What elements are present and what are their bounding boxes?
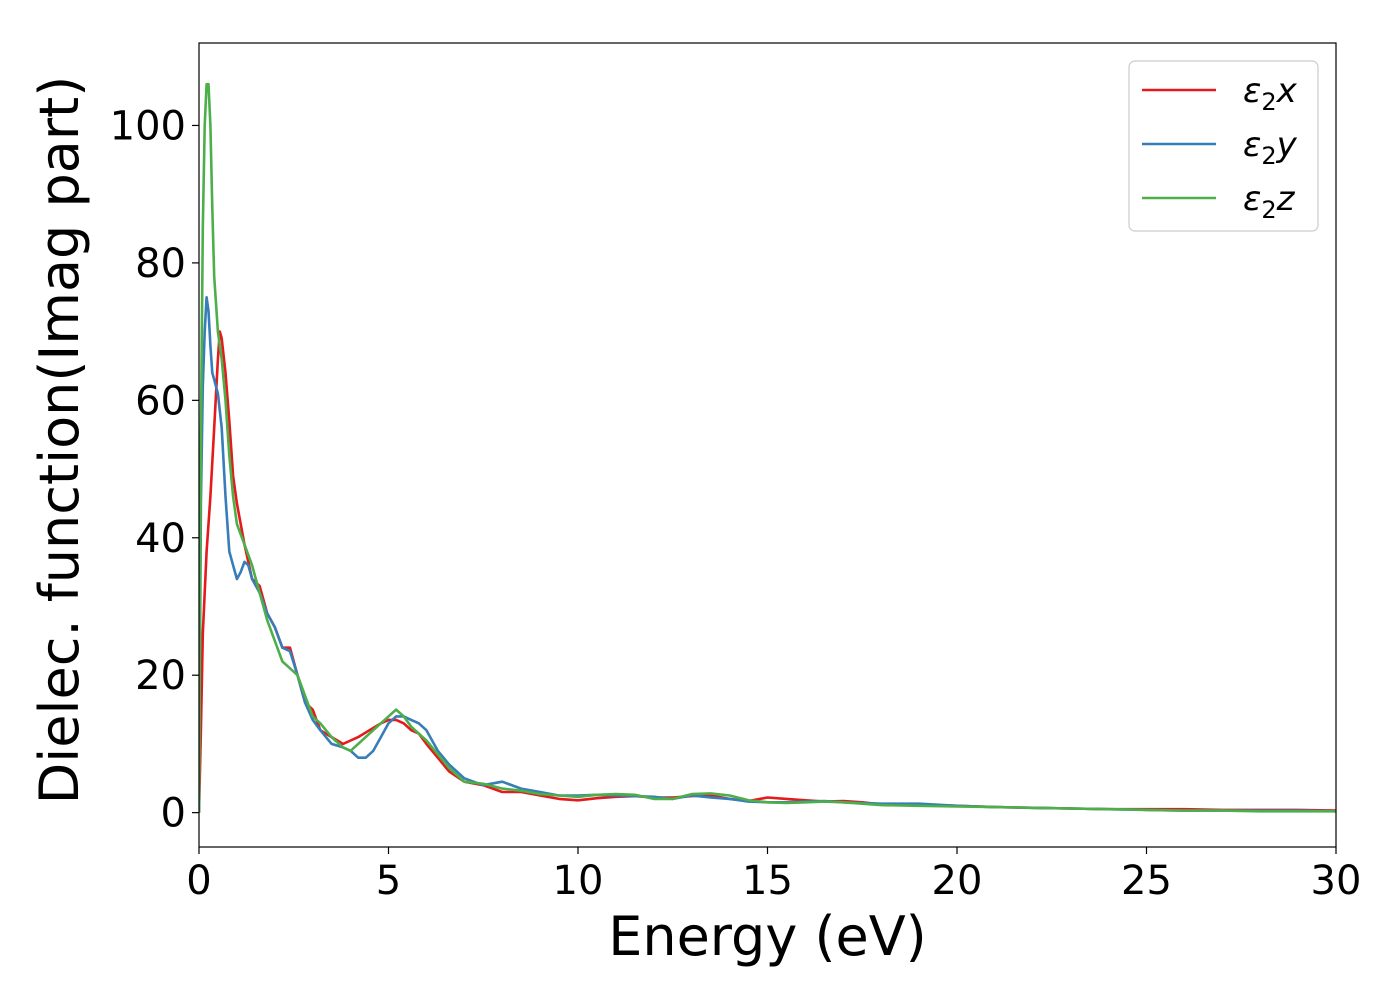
x-tick-label: 15 (742, 858, 793, 904)
y-axis: 0 20 40 60 80 100 (110, 103, 199, 837)
y-tick-label: 0 (161, 791, 186, 837)
y-tick-label: 100 (110, 103, 186, 149)
y-tick-label: 40 (135, 516, 186, 562)
y-axis-title: Dielec. function(Imag part) (28, 76, 91, 805)
legend-box (1128, 60, 1319, 232)
legend-label-y: ε2y (1243, 125, 1298, 170)
x-tick-label: 25 (1121, 858, 1172, 904)
x-tick-label: 20 (932, 858, 983, 904)
y-tick-label: 60 (135, 378, 186, 424)
x-tick-label: 5 (376, 858, 401, 904)
x-tick-label: 0 (186, 858, 211, 904)
y-tick-label: 20 (135, 653, 186, 699)
x-axis-title: Energy (eV) (608, 905, 927, 968)
x-tick-label: 30 (1311, 858, 1362, 904)
legend-label-z: ε2z (1243, 179, 1296, 224)
legend: ε2x ε2y ε2z (1128, 60, 1319, 232)
series-layer (199, 82, 1336, 813)
y-tick-label: 80 (135, 241, 186, 287)
x-axis: 0 5 10 15 20 25 30 (186, 847, 1361, 904)
x-tick-label: 10 (553, 858, 604, 904)
legend-label-x: ε2x (1243, 71, 1298, 116)
series-line-z (199, 82, 1336, 813)
